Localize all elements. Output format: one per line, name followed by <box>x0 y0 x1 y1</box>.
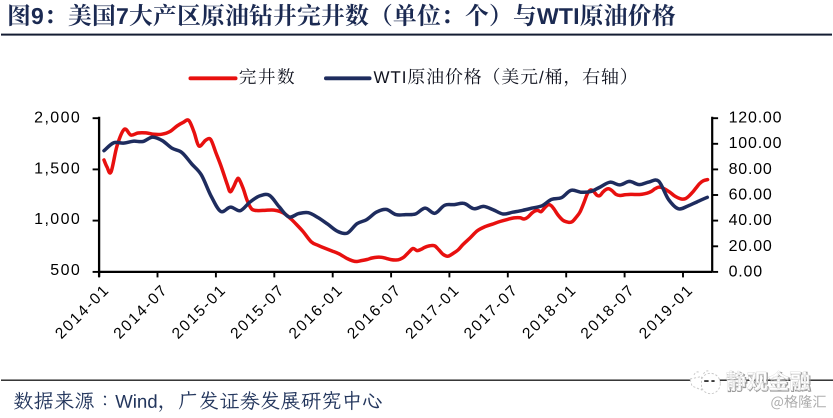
svg-text:80.00: 80.00 <box>729 161 773 178</box>
svg-text:60.00: 60.00 <box>729 187 773 204</box>
svg-text:1,000: 1,000 <box>34 211 81 228</box>
svg-text:100.00: 100.00 <box>729 135 783 152</box>
svg-text:20.00: 20.00 <box>729 238 773 255</box>
svg-text:0.00: 0.00 <box>729 264 763 281</box>
svg-text:120.00: 120.00 <box>729 109 783 126</box>
svg-text:2,000: 2,000 <box>34 109 81 126</box>
svg-text:500: 500 <box>50 262 81 279</box>
svg-text:1,500: 1,500 <box>34 160 81 177</box>
svg-text:40.00: 40.00 <box>729 212 773 229</box>
